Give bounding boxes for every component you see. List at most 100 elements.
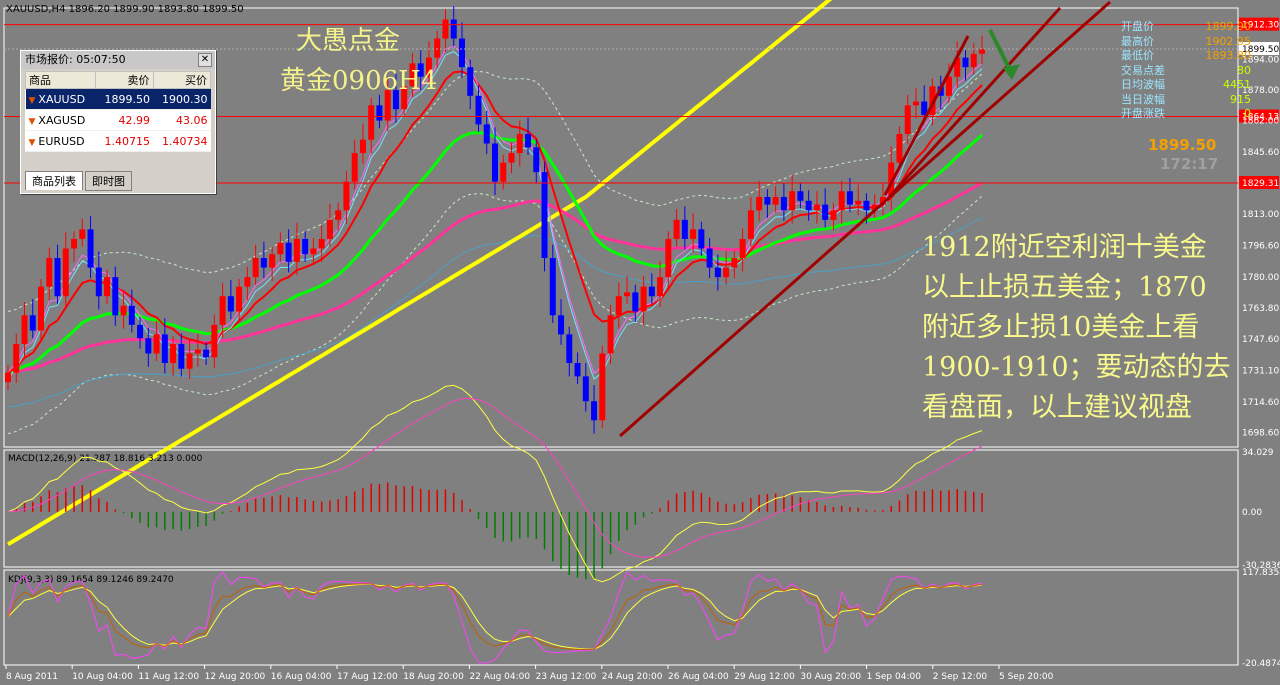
candle-body	[500, 162, 507, 182]
info-label: 当日波幅	[1121, 92, 1165, 106]
candle-body	[533, 147, 540, 173]
market-watch-title: 市场报价: 05:07:50	[25, 53, 126, 66]
candle-body	[846, 191, 853, 205]
candle-body	[302, 238, 309, 255]
candle-body	[384, 90, 391, 121]
candle-body	[252, 258, 259, 278]
candle-body	[211, 324, 218, 358]
market-watch-table: 商品 卖价 买价 ▼ XAUUSD 1899.50 1900.30 ▼ XAGUSD…	[24, 71, 212, 152]
candle-body	[599, 353, 606, 421]
market-watch-titlebar[interactable]: 市场报价: 05:07:50 ✕	[21, 51, 215, 69]
candle-body	[582, 376, 589, 402]
table-row[interactable]: ▼ XAGUSD 42.99 43.06	[25, 109, 211, 131]
candle-body	[227, 296, 234, 312]
trend-line-upper	[619, 0, 1111, 438]
info-label: 交易点差	[1121, 63, 1165, 77]
candle-body	[607, 315, 614, 354]
y-tick-label: 1731.10	[1242, 366, 1279, 376]
info-row: 当日波幅 915	[1121, 93, 1251, 108]
info-label: 日均波幅	[1121, 78, 1165, 91]
kdj-k-line	[7, 583, 983, 650]
candle-body	[813, 204, 820, 211]
column-header-ask[interactable]: 买价	[152, 71, 212, 89]
upper-band-line	[7, 70, 983, 312]
market-watch-window[interactable]: 市场报价: 05:07:50 ✕ 商品 卖价 买价 ▼ XAUUSD 1899.5…	[20, 50, 216, 194]
candle-body	[772, 196, 779, 205]
candle-body	[425, 57, 432, 77]
macd-label: MACD(12,26,9) 21.287 18.816 3.213 0.000	[8, 454, 203, 464]
price-level-label: 1829.31	[1242, 179, 1279, 189]
price-level-label: 1912.30	[1242, 21, 1279, 31]
candle-body	[326, 219, 333, 239]
tab-symbols[interactable]: 商品列表	[25, 171, 83, 190]
candle-body	[962, 57, 969, 68]
candle-body	[277, 242, 284, 255]
ask-cell: 1900.30	[153, 88, 211, 110]
candle-body	[640, 286, 647, 312]
candle-body	[21, 315, 28, 344]
candle-body	[475, 95, 482, 125]
candle-body	[13, 343, 20, 373]
macd-signal-line	[7, 397, 983, 558]
price-level-tag: 1829.31	[1239, 176, 1279, 190]
bid-cell: 1899.50	[95, 88, 154, 110]
column-header-symbol[interactable]: 商品	[24, 71, 97, 89]
trend-line-mid	[888, 6, 1062, 198]
y-tick-label: 1780.00	[1242, 273, 1279, 283]
candle-body	[780, 196, 787, 211]
candle-body	[483, 124, 490, 144]
candle-body	[706, 248, 713, 268]
x-tick-label: 17 Aug 12:00	[337, 672, 398, 682]
down-arrow-head-icon	[1003, 64, 1020, 80]
candle-body	[203, 349, 210, 358]
candle-body	[54, 258, 61, 297]
candle-body	[566, 334, 573, 364]
candle-body	[219, 296, 226, 325]
candle-body	[244, 277, 251, 287]
column-header-bid[interactable]: 卖价	[95, 71, 154, 89]
price-level-tag: 1912.30	[1239, 17, 1279, 31]
price-level-tag-bg	[1239, 17, 1279, 31]
bid-cell: 42.99	[95, 109, 154, 131]
annotation-line: 1900-1910；要动态的去	[922, 352, 1231, 383]
x-tick-label: 30 Aug 20:00	[800, 672, 861, 682]
info-value: 1902.95	[1205, 34, 1252, 48]
candle-body	[95, 267, 102, 297]
x-tick-label: 1 Sep 04:00	[867, 672, 922, 682]
trend-line-steep	[883, 35, 970, 196]
table-row[interactable]: ▼ EURUSD 1.40715 1.40734	[25, 130, 211, 152]
symbol-cell: ▼ XAUUSD	[25, 88, 96, 110]
candle-body	[71, 238, 78, 249]
symbol-cell: ▼ EURUSD	[25, 130, 96, 152]
info-value: 915	[1230, 92, 1251, 106]
close-icon[interactable]: ✕	[198, 53, 212, 67]
ma-long-line	[6, 0, 833, 547]
ask-cell: 43.06	[153, 109, 211, 131]
candle-body	[855, 200, 862, 205]
x-tick-label: 11 Aug 12:00	[138, 672, 199, 682]
annotation-line: 1912附近空利润十美金	[922, 232, 1207, 263]
candle-body	[731, 258, 738, 268]
y-tick-label: 1813.00	[1242, 210, 1279, 220]
info-value: 1899.90	[1205, 20, 1252, 33]
tab-tick-chart[interactable]: 即时图	[85, 171, 132, 191]
candle-body	[591, 401, 598, 421]
candle-body	[351, 153, 358, 182]
candle-body	[368, 105, 375, 140]
info-label: 开盘价	[1121, 20, 1154, 33]
candle-body	[145, 338, 152, 354]
candle-body	[797, 191, 804, 201]
candle-body	[970, 53, 977, 68]
table-row[interactable]: ▼ XAUUSD 1899.50 1900.30	[25, 88, 211, 110]
y-tick-label: 1763.80	[1242, 304, 1279, 314]
candle-body	[921, 101, 928, 115]
candle-body	[392, 90, 399, 110]
x-tick-label: 10 Aug 04:00	[72, 672, 133, 682]
candle-body	[236, 286, 243, 312]
x-tick-label: 26 Aug 04:00	[668, 672, 729, 682]
candle-body	[87, 229, 94, 268]
candle-body	[153, 334, 160, 354]
macd-tick-label: -30.2836	[1242, 561, 1280, 571]
down-arrow-icon: ▼	[28, 116, 36, 127]
